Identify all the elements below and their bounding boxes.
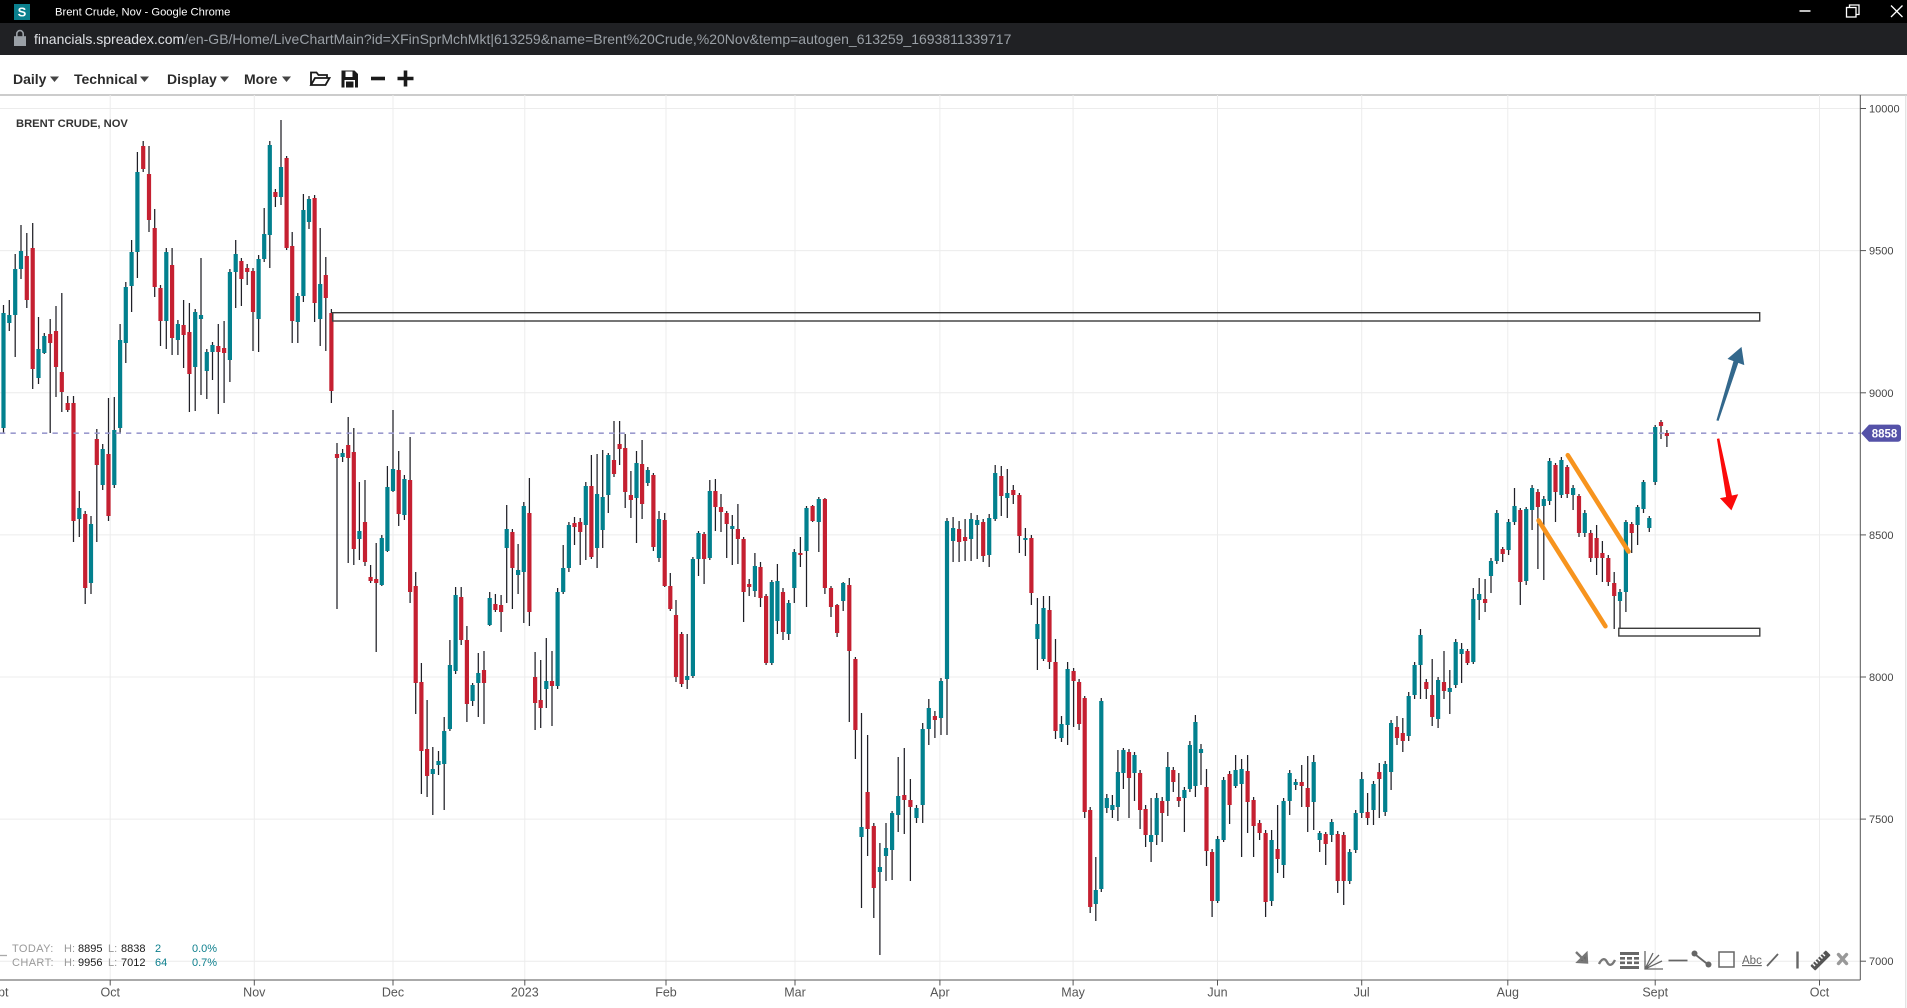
svg-text:8858: 8858: [1872, 429, 1898, 441]
svg-text:Sept: Sept: [1642, 986, 1668, 1000]
svg-text:Technical: Technical: [74, 71, 138, 87]
svg-text:9956: 9956: [78, 957, 102, 969]
svg-text:TODAY:: TODAY:: [12, 943, 54, 955]
svg-text:10000: 10000: [1869, 104, 1900, 116]
svg-text:Jun: Jun: [1207, 986, 1227, 1000]
svg-text:2: 2: [155, 943, 161, 955]
svg-text:Abc: Abc: [1742, 955, 1762, 967]
svg-text:Dec: Dec: [382, 986, 404, 1000]
svg-text:financials.spreadex.com/en-GB/: financials.spreadex.com/en-GB/Home/LiveC…: [34, 31, 1012, 47]
svg-text:H:: H:: [64, 957, 75, 969]
svg-text:9000: 9000: [1869, 388, 1893, 400]
svg-text:8895: 8895: [78, 943, 102, 955]
svg-text:64: 64: [155, 957, 167, 969]
svg-text:Oct: Oct: [100, 986, 120, 1000]
svg-text:8500: 8500: [1869, 530, 1893, 542]
svg-text:Feb: Feb: [655, 986, 677, 1000]
svg-text:Oct: Oct: [1810, 986, 1830, 1000]
svg-text:2023: 2023: [511, 986, 539, 1000]
svg-text:More: More: [244, 71, 278, 87]
svg-text:L:: L:: [108, 957, 117, 969]
svg-text:H:: H:: [64, 943, 75, 955]
svg-text:Daily: Daily: [13, 71, 47, 87]
svg-text:S: S: [18, 5, 27, 20]
svg-text:May: May: [1061, 986, 1085, 1000]
svg-text:Aug: Aug: [1497, 986, 1519, 1000]
svg-text:7000: 7000: [1869, 956, 1893, 968]
svg-text:Mar: Mar: [784, 986, 806, 1000]
svg-text:8838: 8838: [121, 943, 145, 955]
svg-text:CHART:: CHART:: [12, 957, 54, 969]
svg-text:Nov: Nov: [243, 986, 266, 1000]
svg-text:Jul: Jul: [1354, 986, 1370, 1000]
svg-text:8000: 8000: [1869, 672, 1893, 684]
svg-text:L:: L:: [108, 943, 117, 955]
svg-text:7500: 7500: [1869, 814, 1893, 826]
svg-text:0.0%: 0.0%: [192, 943, 217, 955]
svg-text:0.7%: 0.7%: [192, 957, 217, 969]
svg-text:Apr: Apr: [930, 986, 949, 1000]
svg-text:BRENT CRUDE, NOV: BRENT CRUDE, NOV: [16, 118, 128, 130]
svg-text:Display: Display: [167, 71, 217, 87]
svg-text:pt: pt: [0, 986, 9, 1000]
svg-text:Brent Crude, Nov - Google Chro: Brent Crude, Nov - Google Chrome: [55, 7, 230, 19]
svg-text:9500: 9500: [1869, 246, 1893, 258]
svg-text:7012: 7012: [121, 957, 145, 969]
